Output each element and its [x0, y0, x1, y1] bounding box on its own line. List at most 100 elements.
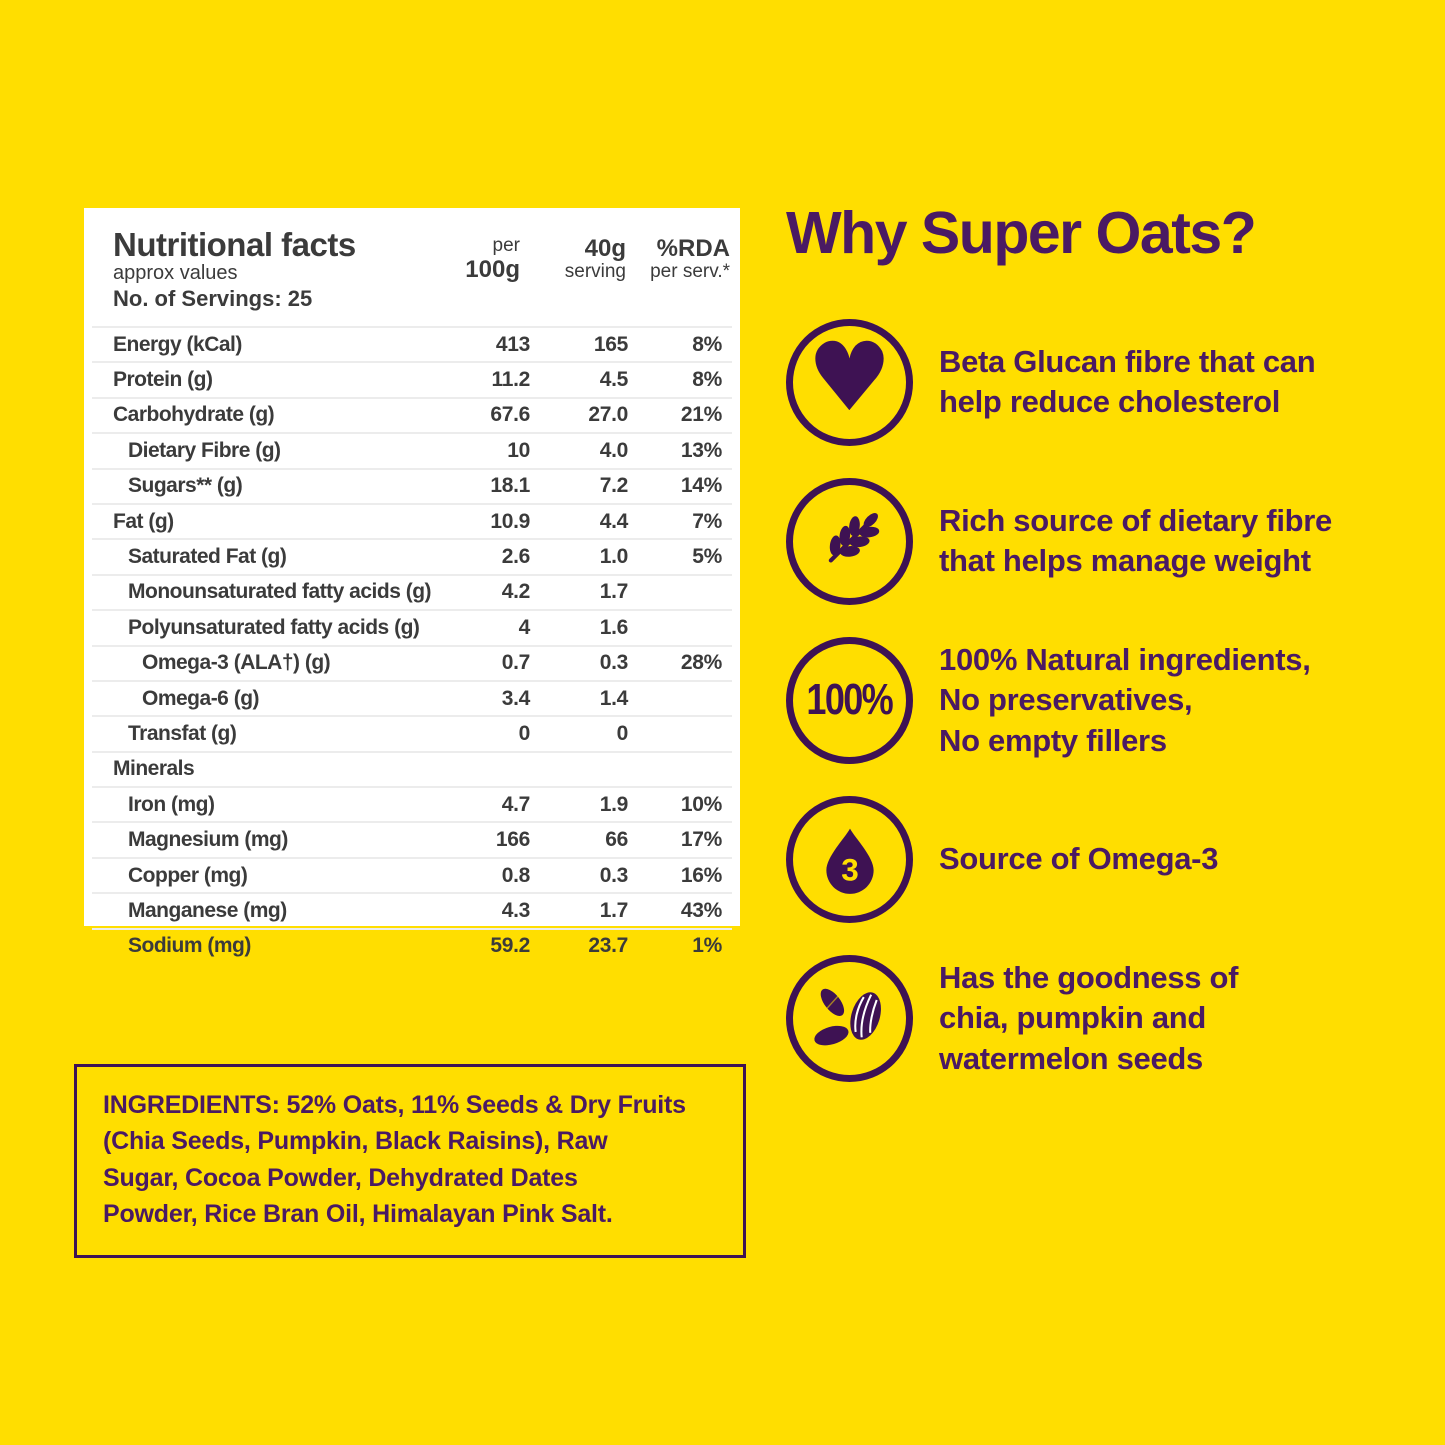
- nutrient-label: Manganese (mg): [128, 898, 287, 922]
- column-headers: per 100g 40g serving %RDA per serv.*: [428, 235, 732, 283]
- value-per-serving: 0: [616, 721, 629, 745]
- value-rda: 16%: [680, 863, 722, 887]
- table-row: Manganese (mg) 4.3 1.7 43%: [92, 892, 732, 927]
- value-per-100g: 11.2: [491, 368, 530, 392]
- nutrition-subtitle: approx values: [113, 262, 238, 284]
- table-row: Saturated Fat (g) 2.6 1.0 5%: [92, 538, 732, 573]
- value-rda: 43%: [680, 898, 722, 922]
- benefit-text: Source of Omega-3: [939, 841, 1219, 877]
- value-per-100g: 67.6: [490, 403, 530, 427]
- benefit-text: Rich source of dietary fibre that helps …: [939, 503, 1332, 579]
- ingredients-text: INGREDIENTS: 52% Oats, 11% Seeds & Dry F…: [103, 1091, 686, 1228]
- nutrition-title: Nutritional facts: [113, 226, 356, 263]
- value-rda: 17%: [680, 828, 722, 852]
- value-per-100g: 59.2: [490, 934, 530, 958]
- omega3-drop-icon: 3: [786, 795, 913, 923]
- nutrition-table: Energy (kCal) 413 165 8% Protein (g) 11.…: [92, 326, 732, 963]
- value-per-100g: 0.8: [501, 863, 531, 887]
- value-per-serving: 0.3: [599, 651, 629, 675]
- value-rda: 8%: [692, 368, 722, 392]
- table-row: Fat (g) 10.9 4.4 7%: [92, 502, 732, 538]
- value-per-serving: 66: [605, 828, 628, 852]
- table-row: Omega-3 (ALA†) (g) 0.7 0.3 28%: [92, 644, 732, 680]
- table-row: Sodium (mg) 59.2 23.7 1%: [92, 927, 732, 963]
- droplet-glyph: 3: [825, 829, 874, 895]
- value-per-serving: 1.7: [599, 580, 629, 604]
- nutrient-label: Transfat (g): [128, 721, 237, 745]
- value-rda: 28%: [680, 651, 722, 675]
- omega3-number: 3: [841, 852, 859, 888]
- 100-percent-icon: 100%: [786, 636, 913, 764]
- nutrient-label: Carbohydrate (g): [113, 403, 275, 427]
- nutrient-label: Iron (mg): [128, 792, 215, 816]
- value-per-100g: 3.4: [501, 686, 531, 710]
- benefit-item-omega3: 3 Source of Omega-3: [786, 795, 1434, 923]
- benefit-item-cholesterol: ♥ Beta Glucan fibre that can help reduce…: [786, 318, 1434, 446]
- nutrition-header: Nutritional facts approx values No. of S…: [92, 208, 732, 320]
- nutrient-label: Sugars** (g): [128, 474, 243, 498]
- value-per-100g: 4: [518, 615, 531, 639]
- value-per-100g: 0: [518, 721, 531, 745]
- value-per-serving: 1.9: [599, 792, 629, 816]
- value-rda: 7%: [692, 509, 722, 533]
- column-header-per-serving: 40g serving: [524, 236, 634, 282]
- benefit-text: Has the goodness of chia, pumpkin and wa…: [939, 959, 1239, 1076]
- table-row: Omega-6 (g) 3.4 1.4: [92, 679, 732, 715]
- nutrition-facts-panel: Nutritional facts approx values No. of S…: [84, 208, 740, 957]
- nutrient-label: Protein (g): [113, 368, 213, 392]
- wheat-icon: [786, 477, 913, 605]
- nutrient-label: Minerals: [113, 757, 195, 781]
- table-row: Transfat (g) 0 0: [92, 715, 732, 750]
- value-per-serving: 1.6: [599, 615, 629, 639]
- servings-count: No. of Servings: 25: [113, 286, 313, 311]
- nutrient-label: Fat (g): [113, 509, 174, 533]
- value-per-100g: 10.9: [490, 509, 530, 533]
- value-rda: 13%: [680, 438, 722, 462]
- value-rda: 8%: [692, 332, 722, 356]
- heart-icon: ♥: [786, 318, 913, 446]
- table-row: Energy (kCal) 413 165 8%: [92, 326, 732, 361]
- wheat-glyph: [828, 513, 879, 563]
- table-row: Copper (mg) 0.8 0.3 16%: [92, 856, 732, 892]
- column-header-line: 100g: [465, 255, 520, 283]
- value-rda: 21%: [680, 403, 722, 427]
- value-rda: 10%: [680, 792, 722, 816]
- nutrient-label: Monounsaturated fatty acids (g): [128, 580, 432, 604]
- table-row: Polyunsaturated fatty acids (g) 4 1.6: [92, 609, 732, 644]
- value-per-serving: 0.3: [599, 863, 629, 887]
- benefit-item-fibre: Rich source of dietary fibre that helps …: [786, 477, 1434, 605]
- value-per-serving: 1.4: [599, 686, 629, 710]
- value-per-serving: 1.7: [599, 898, 629, 922]
- column-header-line: %RDA: [656, 235, 730, 262]
- benefit-item-natural: 100% 100% Natural ingredients, No preser…: [786, 636, 1434, 764]
- value-per-100g: 4.3: [501, 898, 531, 922]
- table-row: Iron (mg) 4.7 1.9 10%: [92, 786, 732, 821]
- benefit-item-seeds: Has the goodness of chia, pumpkin and wa…: [786, 954, 1434, 1082]
- nutrient-label: Energy (kCal): [113, 332, 242, 356]
- benefit-text: 100% Natural ingredients, No preservativ…: [939, 641, 1311, 758]
- value-per-serving: 165: [593, 332, 628, 356]
- 100-percent-label: 100%: [806, 675, 894, 725]
- value-per-100g: 18.1: [490, 474, 530, 498]
- value-per-100g: 413: [495, 332, 530, 356]
- value-per-serving: 1.0: [599, 545, 629, 569]
- value-rda: 5%: [692, 545, 722, 569]
- table-row: Carbohydrate (g) 67.6 27.0 21%: [92, 396, 732, 432]
- table-row: Dietary Fibre (g) 10 4.0 13%: [92, 432, 732, 467]
- value-per-serving: 4.0: [599, 438, 629, 462]
- column-header-line: per serv.*: [650, 260, 730, 282]
- nutrient-label: Omega-3 (ALA†) (g): [142, 651, 331, 675]
- nutrient-label: Saturated Fat (g): [128, 545, 287, 569]
- benefits-title: Why Super Oats?: [786, 200, 1257, 266]
- column-header-line: per: [492, 235, 520, 256]
- nutrient-label: Magnesium (mg): [128, 828, 288, 852]
- seeds-glyph: [813, 989, 881, 1046]
- value-per-100g: 4.2: [501, 580, 531, 604]
- value-rda: 1%: [692, 934, 722, 958]
- column-header-line: 40g: [584, 235, 626, 262]
- benefits-section: Why Super Oats? ♥ Beta Glucan fibre that…: [786, 200, 1434, 1114]
- nutrient-label: Polyunsaturated fatty acids (g): [128, 615, 420, 639]
- table-row: Magnesium (mg) 166 66 17%: [92, 821, 732, 856]
- seeds-icon: [786, 954, 913, 1082]
- value-per-100g: 166: [495, 828, 530, 852]
